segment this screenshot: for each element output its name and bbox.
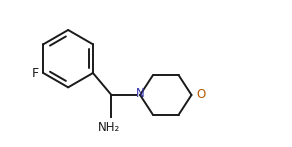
- Text: NH₂: NH₂: [98, 121, 120, 134]
- Text: O: O: [197, 88, 206, 101]
- Text: N: N: [136, 87, 145, 101]
- Text: F: F: [32, 66, 39, 80]
